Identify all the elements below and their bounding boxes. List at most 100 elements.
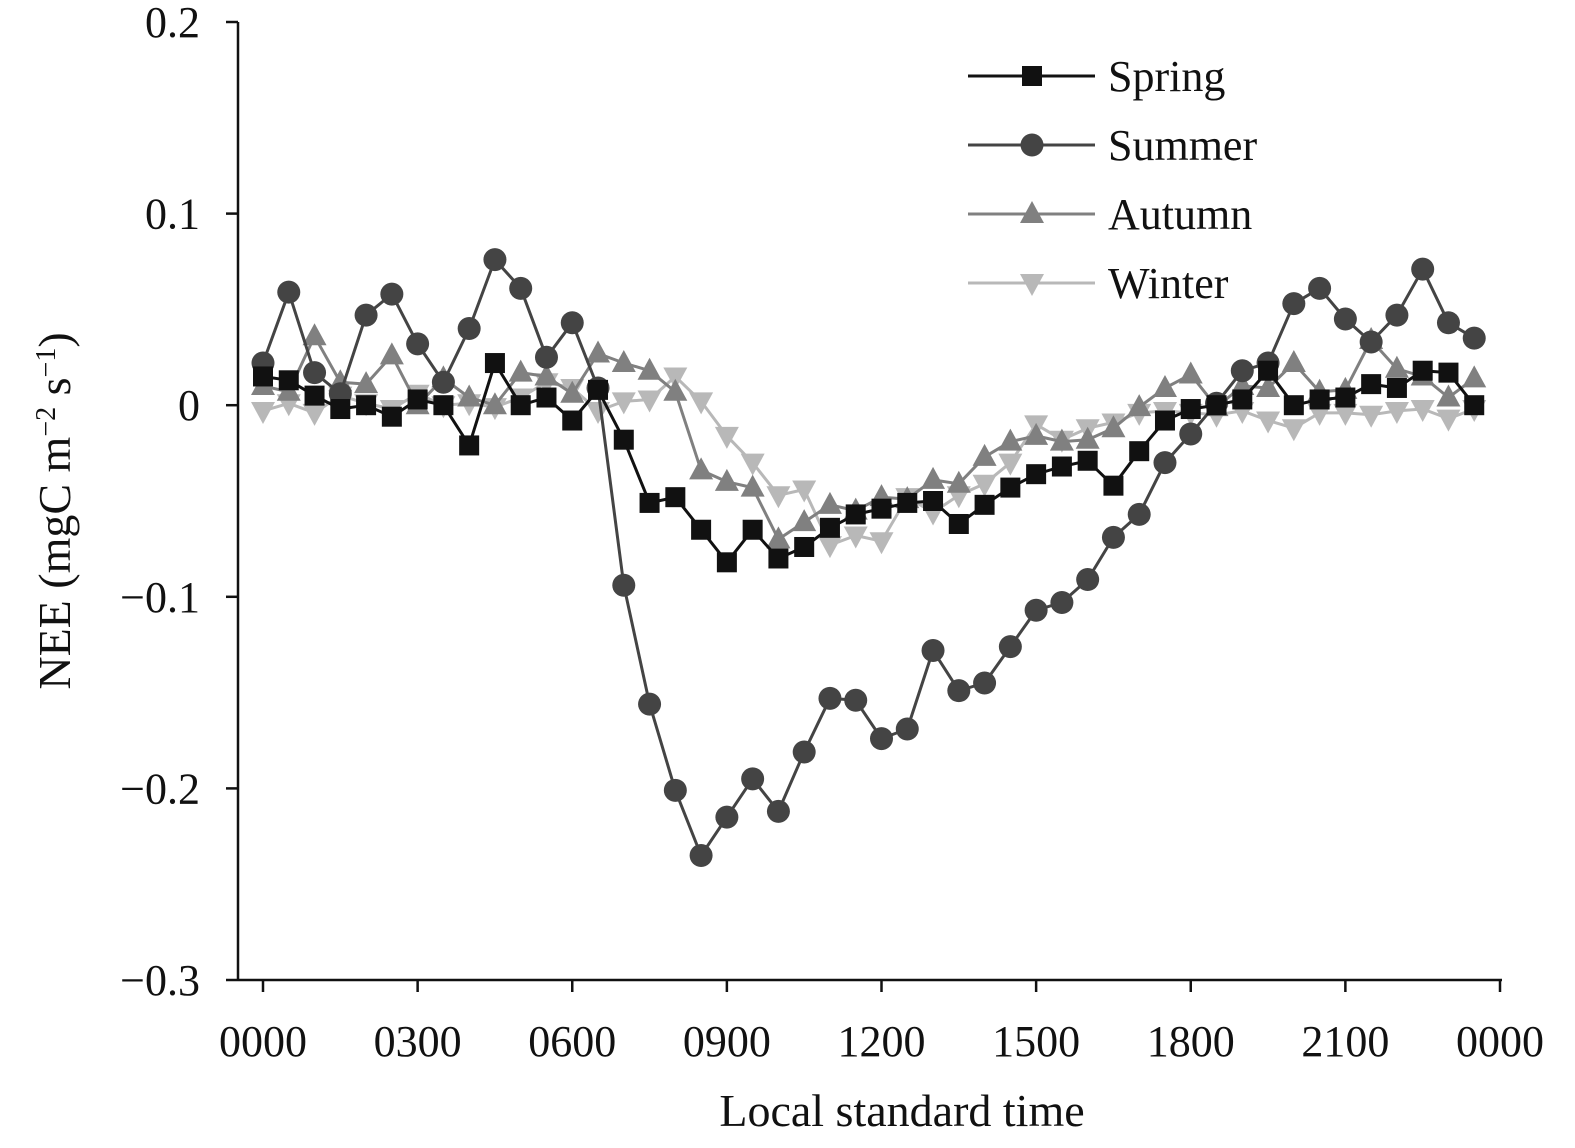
- autumn-point: [1462, 365, 1487, 388]
- summer-point: [1436, 311, 1460, 335]
- summer-point: [792, 740, 816, 764]
- x-tick-label: 1800: [1147, 1017, 1235, 1066]
- summer-point: [1076, 568, 1100, 592]
- spring-point: [871, 498, 892, 519]
- summer-point: [870, 727, 893, 751]
- autumn-point: [379, 342, 404, 365]
- summer-point: [406, 332, 430, 356]
- spring-point: [407, 389, 428, 410]
- spring-point: [1077, 450, 1098, 471]
- autumn-point: [740, 474, 765, 497]
- legend-marker-spring: [1022, 66, 1042, 86]
- winter-point: [1359, 405, 1384, 428]
- summer-point: [895, 717, 919, 741]
- legend-item-autumn: Autumn: [968, 190, 1252, 239]
- autumn-point: [354, 371, 379, 394]
- spring-point: [356, 395, 377, 416]
- spring-point: [691, 519, 712, 540]
- winter-point: [1436, 409, 1461, 432]
- summer-point: [1385, 303, 1409, 327]
- winter-point: [817, 536, 842, 559]
- spring-point: [1258, 360, 1279, 381]
- spring-point: [639, 492, 660, 513]
- y-axis-title-superscript: −2: [31, 407, 62, 437]
- summer-point: [1359, 330, 1383, 354]
- summer-point: [483, 248, 507, 272]
- winter-point: [1410, 400, 1435, 423]
- winter-point: [792, 480, 817, 503]
- spring-point: [1386, 377, 1407, 398]
- spring-point: [1000, 477, 1021, 498]
- legend-label-winter: Winter: [1108, 259, 1229, 308]
- autumn-point: [1075, 426, 1100, 449]
- spring-point: [1335, 387, 1356, 408]
- spring-point: [1051, 456, 1072, 477]
- spring-point: [923, 491, 944, 511]
- autumn-point: [689, 457, 714, 480]
- summer-point: [715, 805, 739, 829]
- autumn-point: [1256, 374, 1281, 397]
- spring-point: [665, 487, 686, 508]
- x-tick-label: 0900: [683, 1017, 771, 1066]
- y-tick-label: −0.3: [120, 956, 200, 1005]
- autumn-point: [1436, 384, 1461, 407]
- winter-point: [998, 453, 1023, 476]
- summer-point: [1308, 276, 1332, 300]
- spring-point: [716, 552, 737, 573]
- summer-series: [251, 248, 1486, 867]
- summer-point: [947, 679, 971, 703]
- spring-point: [459, 435, 480, 456]
- winter-point: [663, 367, 688, 390]
- spring-point: [484, 353, 505, 374]
- spring-point: [1154, 410, 1175, 431]
- y-axis-title-superscript: −1: [31, 348, 62, 378]
- autumn-point: [611, 350, 636, 373]
- summer-point: [1462, 326, 1486, 350]
- summer-point: [534, 345, 558, 369]
- spring-point: [304, 385, 325, 406]
- x-tick-label: 0600: [528, 1017, 616, 1066]
- y-tick-label: 0.2: [145, 0, 200, 47]
- y-tick-label: −0.2: [120, 764, 200, 813]
- autumn-point: [766, 526, 791, 549]
- summer-point: [921, 638, 945, 662]
- legend-label-summer: Summer: [1108, 121, 1257, 170]
- autumn-point: [508, 359, 533, 382]
- y-axis-title: NEE (mgC m−2 s−1): [29, 332, 80, 689]
- legend-marker-summer: [1020, 133, 1044, 157]
- spring-point: [1180, 399, 1201, 420]
- summer-point: [844, 688, 868, 712]
- spring-point: [897, 492, 918, 513]
- autumn-point: [921, 466, 946, 489]
- axes: 0.2 0.1 0 −0.1 −0.2 −0.3 0000 0300 0600 0900 1200 1…: [120, 0, 1544, 1066]
- summer-point: [431, 370, 455, 394]
- autumn-point: [998, 428, 1023, 451]
- summer-point: [303, 361, 327, 385]
- spring-point: [1464, 395, 1485, 416]
- spring-point: [1438, 362, 1459, 383]
- spring-point: [948, 513, 969, 534]
- spring-point: [536, 387, 557, 408]
- winter-point: [302, 403, 327, 426]
- spring-series: [253, 353, 1485, 573]
- legend-item-winter: Winter: [968, 259, 1229, 308]
- y-tick-label: −0.1: [120, 573, 200, 622]
- winter-point: [740, 453, 765, 476]
- spring-point: [381, 406, 402, 427]
- y-axis-title-text: s: [29, 377, 80, 406]
- y-axis-title-text: ): [29, 332, 80, 347]
- y-tick-label: 0.1: [145, 190, 200, 239]
- autumn-point: [946, 470, 971, 493]
- autumn-point: [457, 384, 482, 407]
- autumn-point: [1178, 361, 1203, 384]
- summer-point: [998, 635, 1022, 659]
- winter-point: [586, 401, 611, 424]
- winter-point: [637, 390, 662, 413]
- winter-point: [843, 526, 868, 549]
- summer-point: [1230, 359, 1254, 383]
- summer-point: [1179, 422, 1203, 446]
- summer-point: [741, 767, 765, 791]
- autumn-point: [534, 363, 559, 386]
- autumn-point: [972, 443, 997, 466]
- summer-point: [818, 686, 842, 710]
